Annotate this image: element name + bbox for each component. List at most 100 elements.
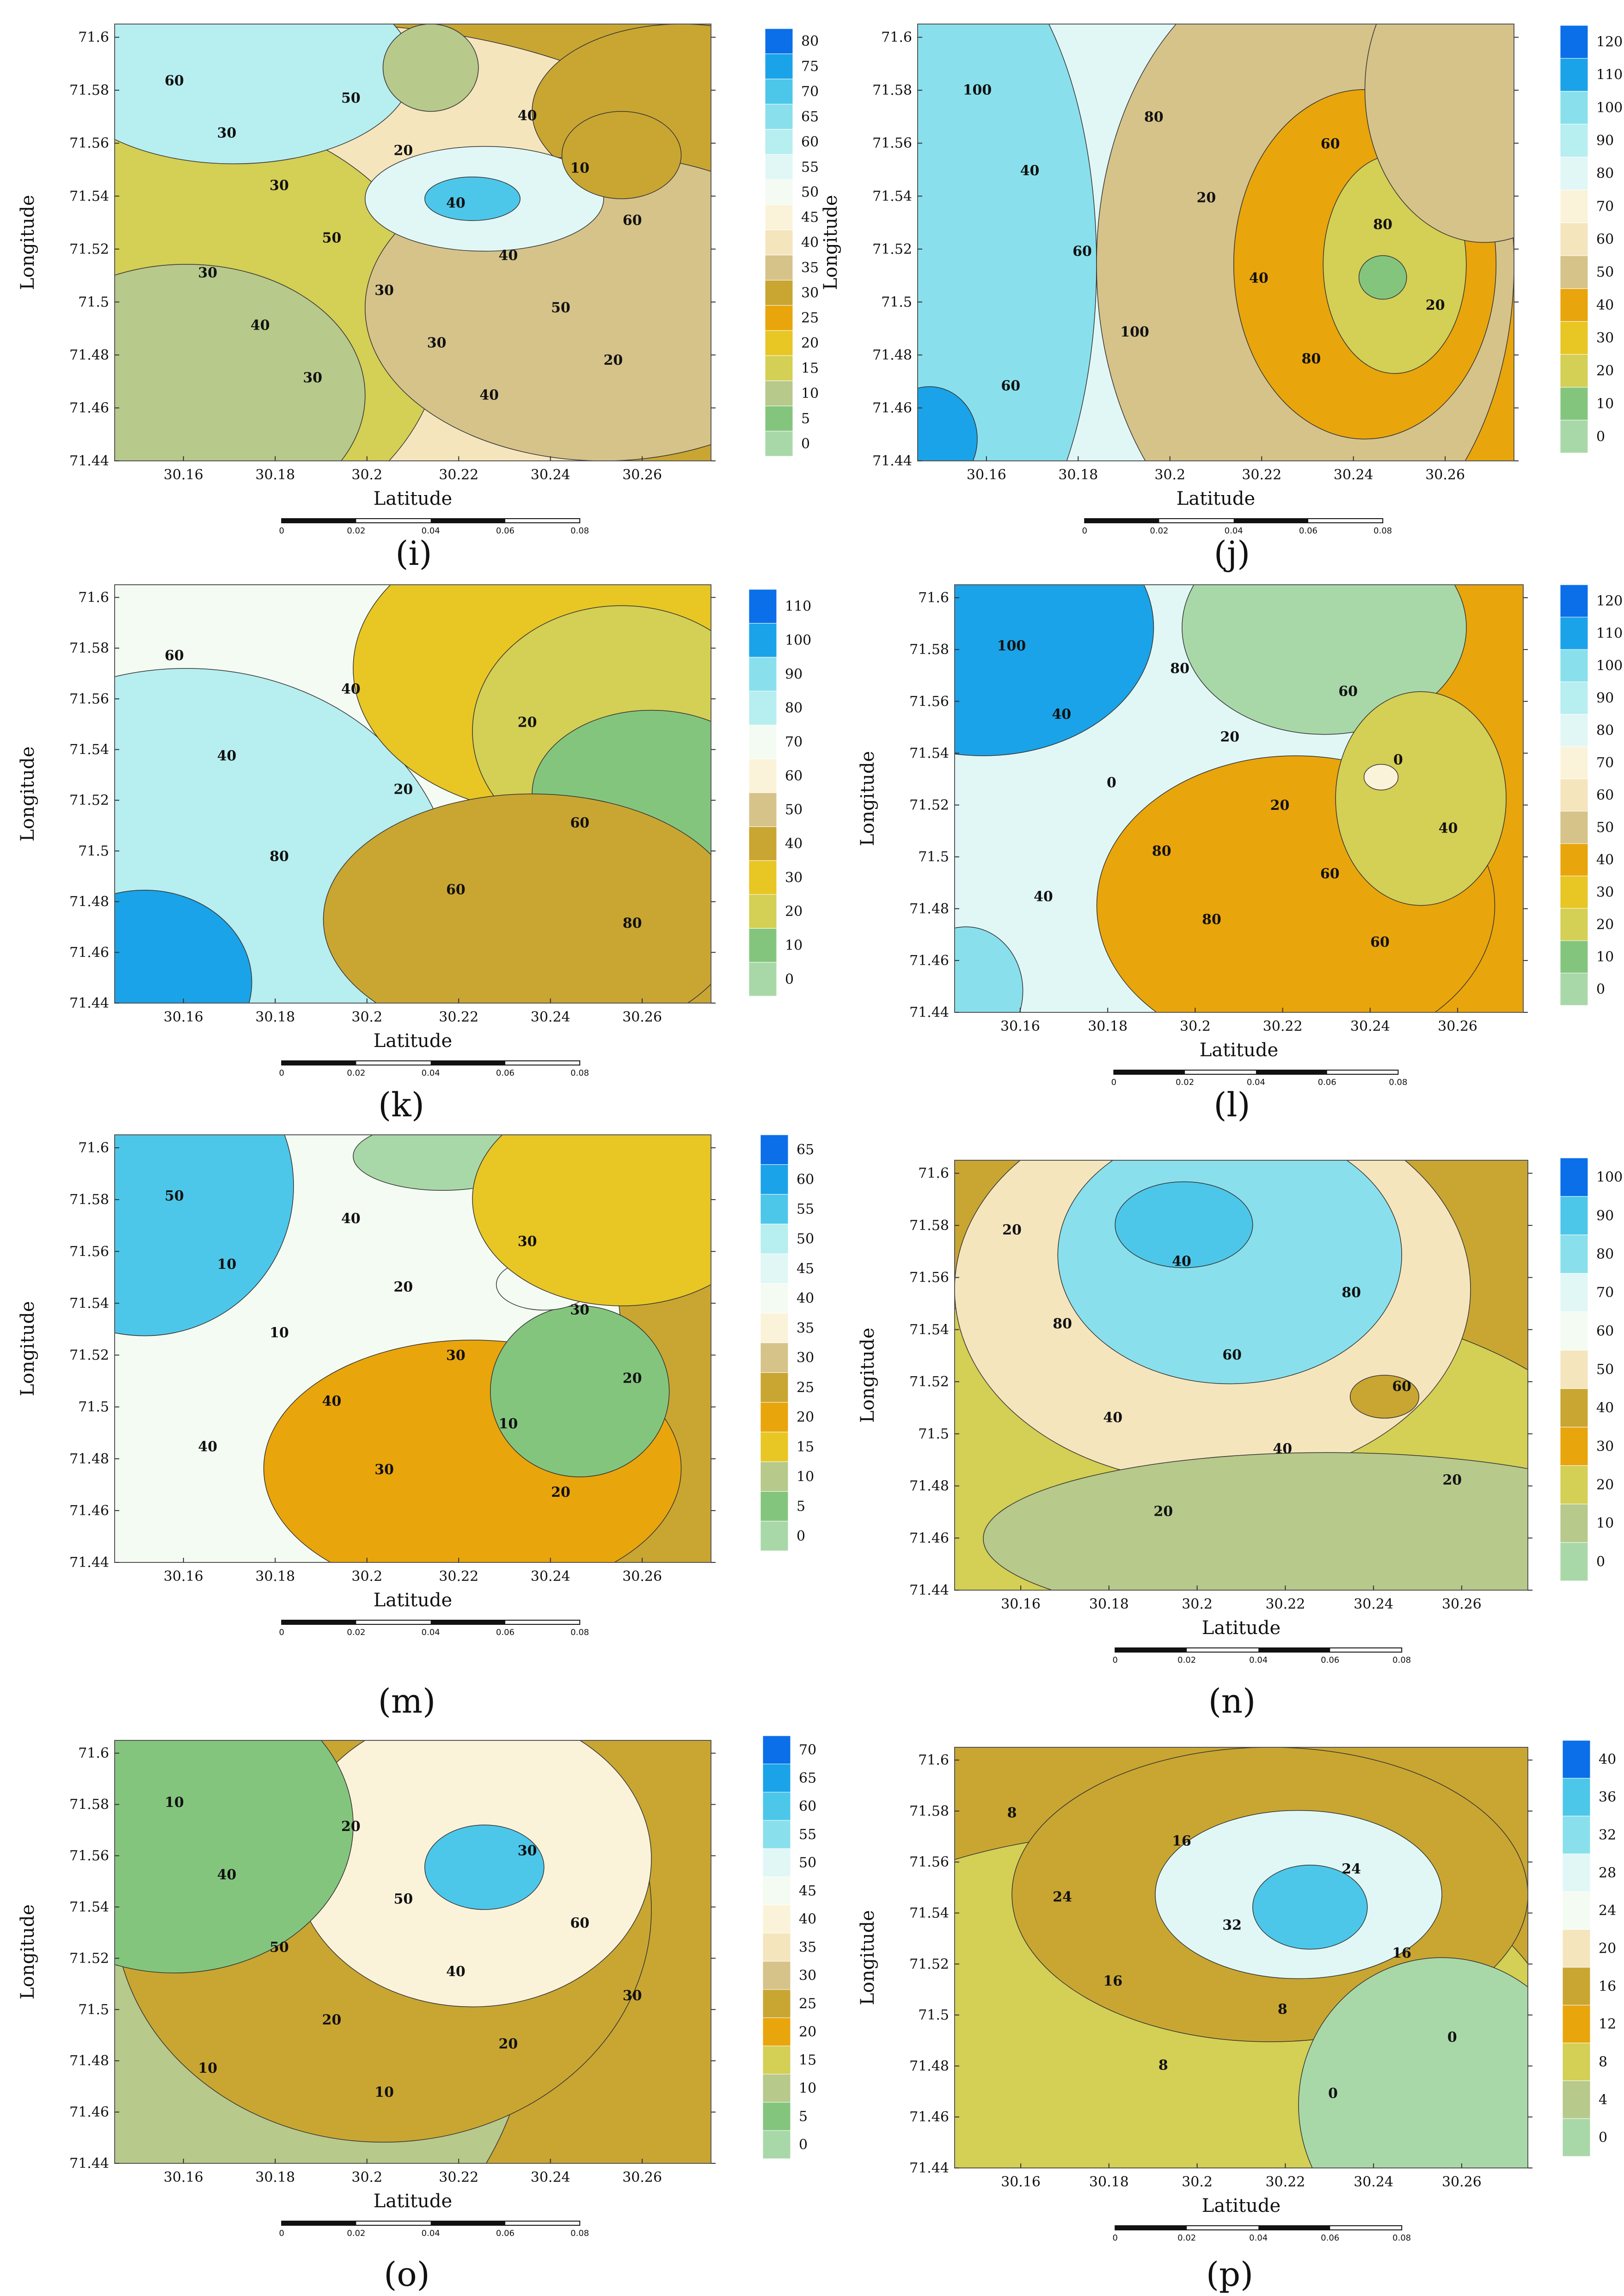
y-tick-label: 71.44 (69, 1555, 109, 1571)
y-tick-label: 71.5 (78, 843, 109, 859)
colorbar-label: 15 (801, 361, 819, 377)
contour-band (1364, 24, 1514, 243)
contour-label: 80 (1053, 1316, 1072, 1332)
contour-label: 80 (1373, 216, 1392, 233)
contour-label: 20 (604, 352, 623, 368)
panel-label: (l) (1213, 1085, 1250, 1124)
contour-label: 60 (446, 882, 466, 898)
x-tick-label: 30.24 (531, 2169, 570, 2186)
contour-label: 40 (499, 247, 518, 263)
y-tick-label: 71.6 (78, 1745, 109, 1762)
colorbar-label: 80 (1596, 722, 1614, 739)
colorbar-swatch (762, 1792, 791, 1821)
y-tick-label: 71.58 (69, 82, 109, 98)
x-tick-label: 30.16 (164, 467, 203, 483)
y-tick-label: 71.46 (69, 1503, 109, 1519)
contour-band (1358, 255, 1407, 300)
colorbar-swatch (765, 405, 793, 432)
contour-label: 24 (1342, 1861, 1361, 1877)
contour-label: 20 (518, 715, 537, 731)
colorbar-label: 25 (801, 310, 819, 326)
contour-label: 50 (322, 230, 342, 246)
colorbar-swatch (748, 759, 777, 793)
scale-bar-label: 0.04 (1249, 1655, 1268, 1665)
colorbar-label: 4 (1599, 2092, 1607, 2108)
colorbar-swatch (1560, 157, 1588, 190)
colorbar-label: 60 (1596, 787, 1614, 803)
x-tick-label: 30.24 (531, 1568, 570, 1585)
scale-bar-label: 0.04 (422, 2229, 440, 2238)
contour-label: 30 (623, 1988, 642, 2004)
panel-label: (n) (1208, 1682, 1256, 1720)
colorbar-label: 55 (801, 159, 819, 175)
contour-band (490, 1305, 670, 1477)
colorbar-label: 30 (797, 1350, 814, 1366)
contour-label: 100 (963, 82, 992, 98)
colorbar-label: 110 (1596, 67, 1623, 83)
colorbar-swatch (762, 1848, 791, 1877)
scale-bar-label: 0.08 (570, 526, 589, 536)
colorbar-label: 0 (797, 1528, 805, 1544)
contour-label: 8 (1158, 2057, 1168, 2074)
y-tick-label: 71.46 (872, 400, 912, 416)
colorbar-swatch (1560, 58, 1588, 92)
colorbar-swatch (1560, 1427, 1588, 1466)
colorbar-swatch (762, 1876, 791, 1905)
contour-label: 80 (1170, 661, 1189, 677)
contour-label: 80 (623, 915, 642, 931)
y-axis-label: Longitude (17, 1904, 38, 2000)
scale-bar-segment (430, 519, 505, 523)
colorbar-label: 50 (801, 184, 819, 201)
contour-label: 100 (997, 638, 1026, 654)
colorbar-label: 10 (799, 2081, 816, 2097)
colorbar-swatch (1562, 1929, 1591, 1968)
y-tick-label: 71.48 (69, 1451, 109, 1467)
contour-label: 16 (1172, 1833, 1191, 1849)
y-tick-label: 71.5 (78, 294, 109, 310)
x-tick-label: 30.2 (351, 1009, 382, 1025)
x-axis-label: Latitude (374, 1030, 452, 1052)
colorbar-label: 0 (799, 2137, 808, 2153)
scale-bar-label: 0.04 (1249, 2233, 1268, 2243)
contour-label: 30 (518, 1234, 537, 1250)
colorbar-swatch (765, 305, 793, 331)
scale-bar-segment (1114, 1070, 1185, 1074)
colorbar-swatch (1562, 2005, 1591, 2044)
colorbar-label: 30 (799, 1968, 816, 1984)
colorbar-label: 70 (1596, 755, 1614, 771)
contour-label: 10 (570, 160, 589, 176)
colorbar-swatch (1562, 2080, 1591, 2119)
colorbar-swatch (1560, 778, 1588, 812)
x-tick-label: 30.16 (164, 2169, 203, 2186)
contour-label: 0 (1107, 775, 1116, 791)
contour-label: 40 (518, 108, 537, 124)
contour-label: 30 (270, 178, 289, 194)
colorbar-swatch (760, 1432, 789, 1462)
contour-label: 80 (1152, 843, 1171, 859)
colorbar-swatch (1560, 1273, 1588, 1312)
colorbar-label: 24 (1599, 1903, 1616, 1919)
colorbar-label: 25 (797, 1379, 814, 1396)
colorbar-label: 60 (1596, 232, 1614, 248)
colorbar-label: 100 (1596, 658, 1623, 674)
contour-label: 50 (165, 1188, 184, 1204)
scale-bar-label: 0.02 (347, 526, 365, 536)
colorbar-swatch (748, 894, 777, 929)
scale-bar-label: 0 (1112, 1655, 1117, 1665)
scale-bar-label: 0.02 (1177, 2233, 1196, 2243)
y-tick-label: 71.46 (909, 2109, 949, 2125)
colorbar-swatch (1560, 25, 1588, 59)
contour-label: 30 (518, 1843, 537, 1859)
colorbar-label: 10 (797, 1469, 814, 1485)
contour-band (472, 1135, 711, 1306)
x-tick-label: 30.22 (439, 1009, 478, 1025)
panel-label: (o) (384, 2255, 430, 2294)
contour-label: 40 (1439, 820, 1458, 837)
colorbar-swatch (1560, 321, 1588, 355)
colorbar-label: 16 (1599, 1978, 1616, 1995)
x-tick-label: 30.22 (439, 467, 478, 483)
colorbar-swatch (1562, 2043, 1591, 2081)
plot-frame (954, 1160, 1528, 1591)
colorbar-label: 10 (785, 937, 803, 954)
